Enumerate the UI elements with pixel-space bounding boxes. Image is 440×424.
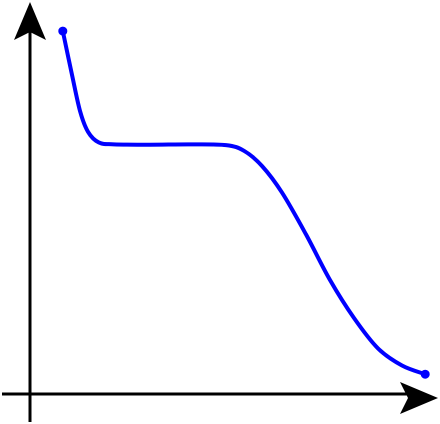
series-start-point <box>58 26 68 36</box>
x-axis-arrowhead <box>400 382 438 414</box>
series-layer <box>58 26 430 379</box>
y-axis-arrowhead <box>14 2 46 40</box>
series-line <box>60 29 428 377</box>
series-end-point <box>420 369 430 379</box>
